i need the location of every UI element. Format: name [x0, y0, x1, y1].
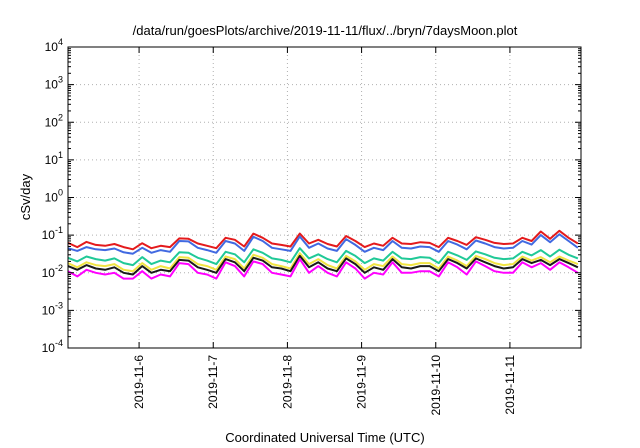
- ticks: [68, 46, 581, 349]
- series-line-2: [67, 233, 579, 255]
- y-tick-labels: 10-4 10-3 10-2 10-1 100 101 102 103 104: [42, 37, 63, 355]
- chart-title: /data/run/goesPlots/archive/2019-11-11/f…: [133, 23, 518, 38]
- grid: [68, 47, 581, 348]
- x-tick-labels: 2019-11-6 2019-11-7 2019-11-8 2019-11-9 2019…: [132, 355, 517, 416]
- x-tick-label: 2019-11-9: [355, 355, 369, 409]
- x-axis-label: Coordinated Universal Time (UTC): [225, 430, 424, 445]
- series-line-5: [67, 254, 579, 276]
- x-tick-label: 2019-11-10: [429, 355, 443, 416]
- y-tick-label: 103: [45, 75, 63, 92]
- x-tick-label: 2019-11-8: [280, 355, 294, 409]
- y-tick-label: 100: [45, 188, 63, 205]
- y-tick-label: 10-1: [42, 225, 63, 242]
- series-line-3: [67, 247, 579, 267]
- y-tick-label: 104: [45, 37, 63, 54]
- series-line-4: [67, 252, 579, 273]
- y-tick-label: 10-4: [42, 338, 63, 355]
- y-axis-label: cSv/day: [18, 173, 33, 220]
- x-tick-label: 2019-11-7: [206, 355, 220, 409]
- x-tick-label: 2019-11-6: [132, 355, 146, 409]
- series-line-1: [67, 229, 579, 251]
- y-tick-label: 102: [45, 112, 63, 129]
- series-line-6: [67, 258, 579, 280]
- x-tick-label: 2019-11-11: [503, 355, 517, 415]
- y-tick-label: 10-3: [42, 300, 63, 317]
- series-group: [67, 229, 579, 280]
- y-tick-label: 101: [45, 150, 63, 167]
- y-tick-label: 10-2: [42, 263, 63, 280]
